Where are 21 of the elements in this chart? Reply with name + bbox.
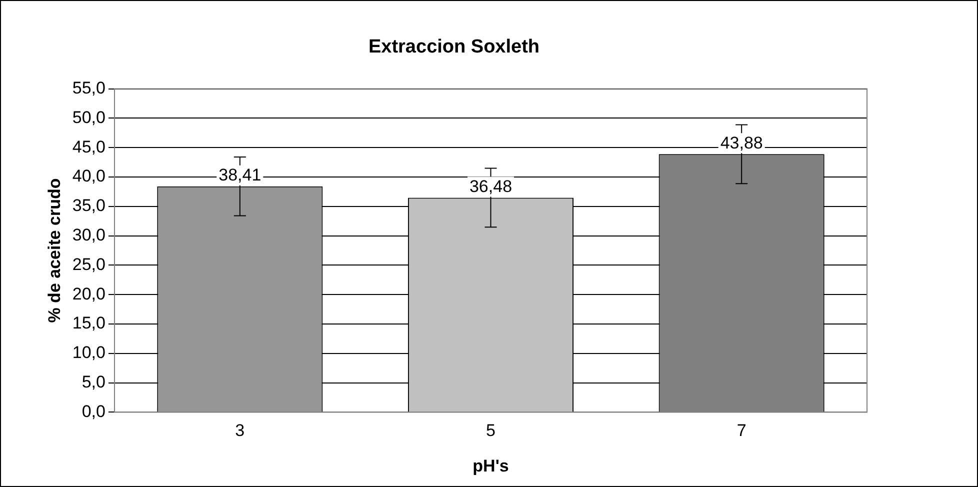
y-tick-label: 40,0 bbox=[72, 166, 106, 186]
y-tick-label: 5,0 bbox=[82, 372, 106, 392]
x-tick-label: 5 bbox=[486, 421, 496, 440]
data-label: 43,88 bbox=[720, 133, 763, 152]
y-tick-label: 30,0 bbox=[72, 225, 106, 244]
data-label: 36,48 bbox=[469, 176, 512, 196]
x-axis-title: pH's bbox=[472, 456, 509, 476]
y-tick-label: 15,0 bbox=[72, 314, 106, 333]
x-tick-label: 3 bbox=[235, 421, 245, 440]
y-tick-label: 0,0 bbox=[82, 402, 106, 421]
y-tick-label: 50,0 bbox=[72, 108, 106, 127]
y-axis-title: % de aceite crudo bbox=[44, 178, 64, 323]
y-tick-label: 10,0 bbox=[72, 343, 106, 362]
chart-title: Extraccion Soxleth bbox=[368, 36, 540, 58]
x-tick-label: 7 bbox=[736, 421, 746, 440]
y-tick-label: 45,0 bbox=[72, 137, 106, 156]
y-tick-label: 20,0 bbox=[72, 284, 106, 304]
y-tick-label: 35,0 bbox=[72, 196, 106, 216]
data-label: 38,41 bbox=[218, 166, 262, 185]
y-tick-label: 55,0 bbox=[72, 78, 106, 98]
y-tick-label: 25,0 bbox=[72, 254, 106, 274]
